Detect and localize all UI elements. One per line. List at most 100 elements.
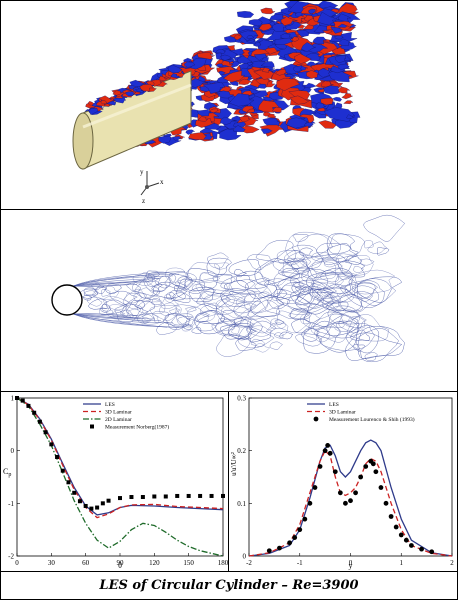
shear-layer-line (72, 313, 174, 324)
isosurface-blob (197, 116, 208, 122)
contour-line (105, 283, 122, 294)
contour-line (196, 313, 209, 323)
contour-line (122, 288, 152, 310)
cp-axes: 0 30 60 90 120 150 180 1 0 -1 -2 (8, 395, 229, 568)
contour-line (132, 271, 153, 286)
measurement-point (353, 490, 358, 496)
contour-line (301, 259, 358, 290)
contour-line (306, 267, 353, 294)
isosurface-blob (303, 14, 315, 22)
contour-line (364, 352, 379, 362)
axes-triad: y x z (140, 168, 164, 205)
contour-line (254, 343, 271, 353)
contour-line (164, 273, 193, 290)
shear-layer-line (72, 313, 138, 317)
contour-line (345, 316, 366, 329)
contour-line (244, 278, 277, 299)
contour-line (95, 287, 108, 294)
contour-line (317, 291, 341, 306)
contour-line (317, 283, 355, 304)
isosurface-blob (295, 12, 303, 18)
isosurface-blob (335, 118, 356, 129)
measurement-point (198, 493, 203, 498)
contour-line (191, 284, 204, 292)
contour-line (216, 333, 251, 357)
measurement-point (403, 537, 409, 543)
isosurface-blob (308, 8, 316, 15)
measurement-point (388, 514, 394, 519)
contour-line (346, 314, 389, 342)
isosurface-blob (274, 37, 294, 45)
contour-line (269, 318, 287, 330)
contour-line (317, 282, 348, 298)
measurement-point (409, 543, 414, 548)
contour-line (266, 322, 289, 337)
vortex-isosurfaces-front (85, 61, 196, 115)
legend-label: 3D Laminar (105, 410, 132, 416)
measurement-point (43, 430, 48, 435)
contour-line (198, 271, 236, 297)
measurement-point (83, 503, 88, 508)
contour-line (340, 280, 385, 309)
measurement-point (140, 495, 145, 500)
isosurface-blob (322, 29, 333, 34)
isosurface-blob (312, 36, 327, 45)
contour-line (323, 260, 339, 268)
contour-line (215, 318, 236, 332)
contour-line (126, 299, 156, 316)
contour-line (124, 292, 143, 304)
stress-x-axis-label: y (349, 561, 353, 570)
y-tick-label: -2 (8, 553, 14, 561)
isosurface-blob (301, 42, 316, 52)
contour-line (215, 318, 256, 341)
y-tick-label: 0.1 (237, 500, 246, 508)
contour-line (288, 308, 313, 320)
contour-line (279, 331, 294, 340)
y-tick-label: 0.3 (237, 395, 246, 403)
isosurface-blob (289, 95, 311, 105)
contour-line (335, 253, 374, 276)
x-tick-label: 60 (82, 559, 90, 567)
contour-line (200, 302, 225, 317)
isosurface-blob (188, 132, 207, 140)
isosurface-blob (292, 36, 300, 42)
contour-line (274, 319, 285, 326)
contour-line (338, 272, 352, 280)
x-tick-label: 0 (349, 559, 353, 567)
contour-line (220, 288, 256, 307)
measurement-point (95, 505, 100, 510)
isosurface-blob (303, 122, 314, 127)
contour-line (142, 314, 155, 321)
shear-layer-line (72, 280, 156, 287)
contour-line (220, 275, 256, 291)
contour-line (286, 257, 305, 270)
contour-line (289, 308, 310, 320)
contour-line (233, 316, 252, 328)
shear-layer-line (72, 313, 144, 320)
measurement-point (55, 454, 60, 459)
contour-line (246, 325, 273, 337)
isosurface-blob (306, 61, 319, 66)
contour-line (310, 272, 345, 290)
measurement-point (325, 443, 331, 448)
shear-layer-line (72, 278, 162, 287)
measurement-point (175, 493, 180, 498)
measurement-point (429, 549, 435, 555)
contour-line (277, 277, 301, 294)
contour-line (254, 258, 299, 286)
axis-x-label: x (160, 178, 164, 186)
measurement-point (332, 469, 338, 475)
contour-line (246, 320, 277, 343)
contour-line (364, 240, 374, 249)
isosurface-blob (317, 11, 340, 27)
x-tick-label: 90 (117, 559, 125, 567)
measurement-point (302, 516, 308, 522)
measurement-point (383, 500, 389, 506)
contour-line (166, 292, 176, 300)
cp-y-label-sub: p (8, 472, 11, 478)
isosurface-blob (228, 93, 255, 107)
isosurface-blob (210, 108, 219, 113)
figure-caption: LES of Circular Cylinder – Re=3900 (99, 578, 359, 593)
series-line-dashed (16, 397, 224, 519)
